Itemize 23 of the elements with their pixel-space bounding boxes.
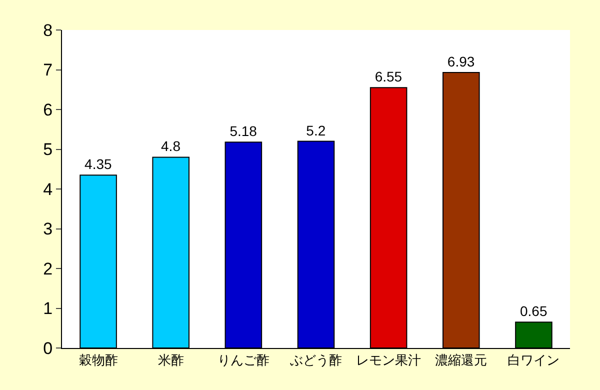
data-label: 6.93: [447, 54, 475, 70]
y-tick-label: 4: [43, 180, 53, 199]
y-tick-label: 2: [43, 259, 53, 278]
data-label: 5.2: [306, 122, 326, 138]
x-tick-label: 米酢: [158, 354, 184, 369]
y-tick-label: 8: [43, 20, 53, 40]
data-label: 0.65: [520, 303, 548, 320]
x-tick-label: レモン果汁: [356, 354, 422, 369]
y-tick-label: 6: [43, 100, 53, 120]
y-tick-label: 3: [43, 220, 53, 239]
x-tick-label: 白ワイン: [508, 354, 560, 369]
data-label: 5.18: [230, 123, 258, 140]
data-label: 4.35: [84, 156, 112, 172]
x-tick-label: りんご酢: [217, 354, 270, 369]
x-tick-label: 濃縮還元: [435, 354, 488, 369]
y-tick-label: 0: [43, 338, 53, 358]
y-tick-label: 5: [43, 140, 53, 160]
data-label: 6.55: [374, 68, 402, 85]
x-tick-label: 穀物酢: [78, 354, 118, 369]
x-tick-label: ぶどう酢: [290, 354, 342, 369]
y-tick-label: 1: [43, 299, 53, 318]
data-label: 4.8: [161, 138, 181, 154]
y-tick-label: 7: [43, 60, 53, 80]
